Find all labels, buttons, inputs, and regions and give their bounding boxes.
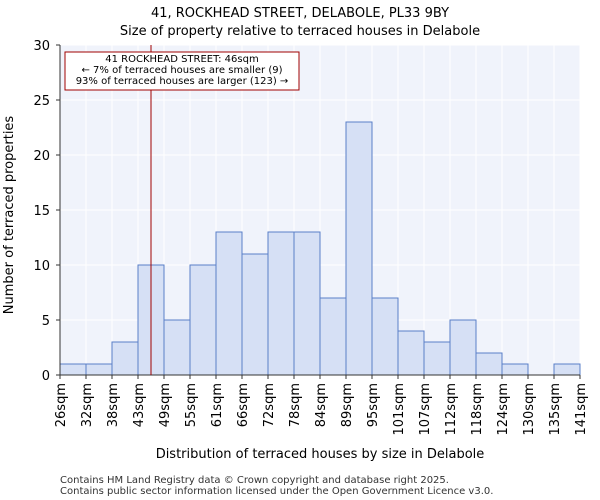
annotation-line3: 93% of terraced houses are larger (123) …	[76, 76, 289, 87]
x-tick-label: 101sqm	[392, 383, 407, 436]
y-tick-label: 30	[33, 39, 50, 54]
bar-32sqm	[85, 363, 113, 376]
x-tick-label: 49sqm	[158, 383, 173, 427]
y-axis: 0 5 10 15 20 25 30	[33, 39, 60, 384]
x-tick-label: 89sqm	[340, 383, 355, 427]
x-tick-label: 95sqm	[366, 383, 381, 427]
bar-72sqm	[267, 231, 295, 376]
bar-95sqm	[371, 297, 399, 376]
x-tick-label: 72sqm	[262, 383, 277, 427]
bar-135sqm	[553, 363, 581, 376]
bar-66sqm	[241, 253, 269, 376]
x-tick-label: 26sqm	[54, 383, 69, 427]
y-axis-label: Number of terraced properties	[2, 116, 17, 315]
bar-89sqm	[345, 121, 373, 376]
bar-38sqm	[111, 341, 139, 376]
bar-55sqm	[189, 264, 217, 376]
bar-101sqm	[397, 330, 425, 376]
bar-118sqm	[475, 352, 503, 376]
x-axis: 26sqm 32sqm 38sqm 43sqm 49sqm 55sqm 61sqm 66sqm…	[54, 375, 589, 436]
annotation-box: 41 ROCKHEAD STREET: 46sqm ← 7% of terrac…	[64, 51, 300, 91]
x-tick-label: 61sqm	[210, 383, 225, 427]
chart-title-line2: Size of property relative to terraced ho…	[120, 24, 480, 39]
x-tick-label: 130sqm	[522, 383, 537, 436]
x-tick-label: 32sqm	[80, 383, 95, 427]
bar-84sqm	[319, 297, 347, 376]
x-tick-label: 112sqm	[444, 383, 459, 436]
x-tick-label: 141sqm	[574, 383, 589, 436]
x-tick-label: 84sqm	[314, 383, 329, 427]
x-tick-label: 55sqm	[184, 383, 199, 427]
x-tick-label: 135sqm	[548, 383, 563, 436]
x-tick-label: 43sqm	[132, 383, 147, 427]
chart-title-line1: 41, ROCKHEAD STREET, DELABOLE, PL33 9BY	[151, 6, 449, 21]
annotation-line2: ← 7% of terraced houses are smaller (9)	[82, 65, 283, 76]
x-tick-label: 66sqm	[236, 383, 251, 427]
bar-124sqm	[501, 363, 529, 376]
bar-61sqm	[215, 231, 243, 376]
y-tick-label: 10	[33, 259, 50, 274]
x-tick-label: 107sqm	[418, 383, 433, 436]
y-tick-label: 5	[42, 314, 50, 329]
y-tick-label: 25	[33, 94, 50, 109]
x-axis-label: Distribution of terraced houses by size …	[156, 447, 485, 462]
y-tick-label: 0	[42, 369, 50, 384]
bar-26sqm	[59, 363, 87, 376]
footer-line2: Contains public sector information licen…	[60, 486, 493, 497]
annotation-line1: 41 ROCKHEAD STREET: 46sqm	[105, 54, 258, 65]
x-tick-label: 118sqm	[470, 383, 485, 436]
bar-78sqm	[293, 231, 321, 376]
x-tick-label: 38sqm	[106, 383, 121, 427]
y-tick-label: 20	[33, 149, 50, 164]
x-tick-label: 124sqm	[496, 383, 511, 436]
footer-line1: Contains HM Land Registry data © Crown c…	[60, 475, 449, 486]
bar-112sqm	[449, 319, 477, 376]
x-tick-label: 78sqm	[288, 383, 303, 427]
bar-107sqm	[423, 341, 451, 376]
y-tick-label: 15	[33, 204, 50, 219]
bar-49sqm	[163, 319, 191, 376]
